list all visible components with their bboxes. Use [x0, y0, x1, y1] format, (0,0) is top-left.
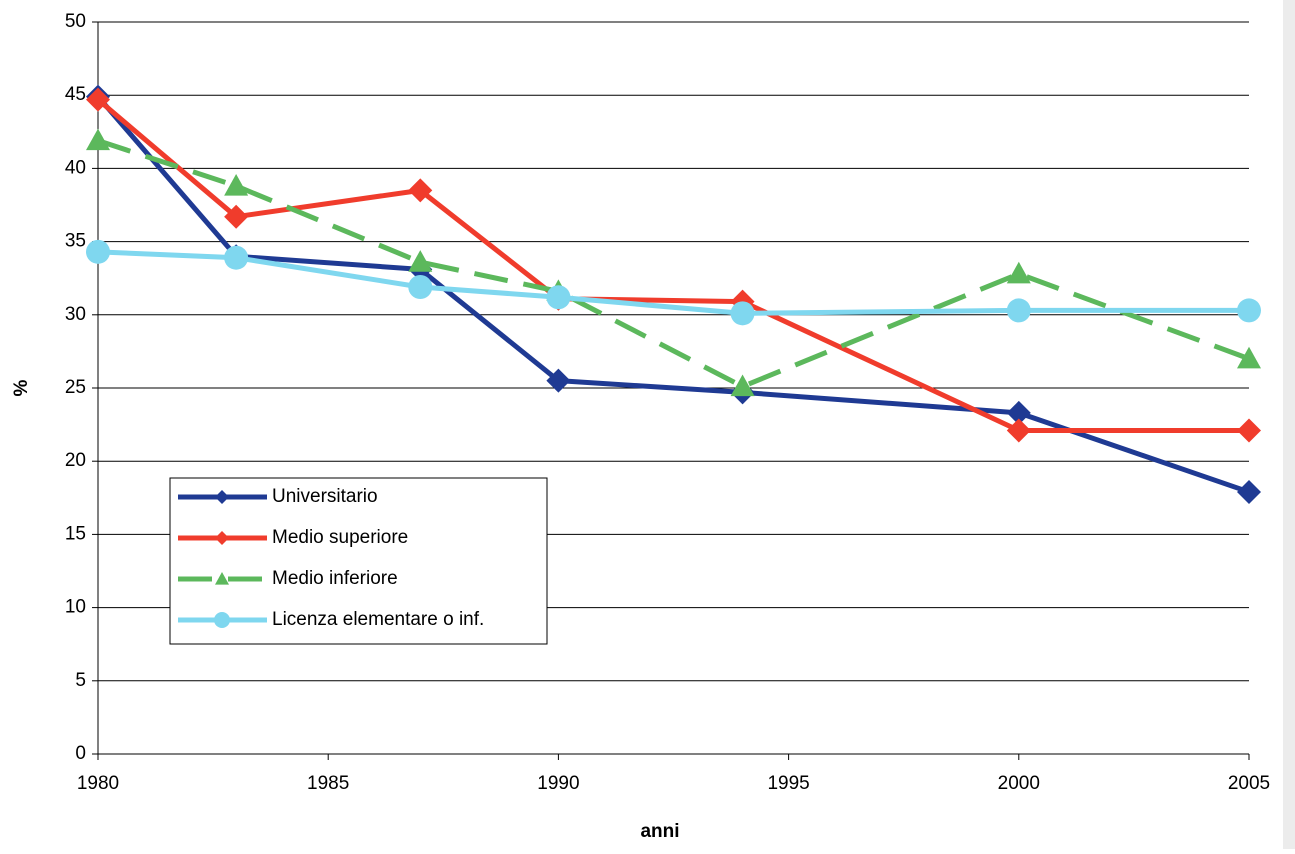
legend-marker [215, 531, 229, 545]
series-line [97, 249, 1249, 316]
data-point [86, 239, 110, 264]
data-point [546, 285, 571, 310]
data-point [1006, 261, 1031, 284]
x-tick-label: 2000 [998, 773, 1040, 794]
data-point [1237, 346, 1261, 369]
y-tick-label: 10 [65, 597, 86, 618]
x-tick-label: 1980 [77, 773, 119, 794]
data-point [1006, 400, 1031, 425]
y-axis-title: % [11, 379, 32, 396]
legend-label: Medio inferiore [272, 568, 398, 589]
y-tick-label: 40 [65, 157, 86, 178]
legend-label: Licenza elementare o inf. [272, 609, 484, 630]
legend-box [169, 477, 548, 645]
legend-label: Medio superiore [272, 527, 408, 548]
x-tick-label: 2005 [1228, 773, 1270, 794]
legend-label: Universitario [272, 486, 378, 507]
side-strip [1283, 0, 1295, 849]
y-tick-label: 30 [65, 304, 86, 325]
data-point [224, 173, 249, 196]
x-tick-label: 1995 [767, 773, 809, 794]
x-tick-label: 1990 [537, 773, 579, 794]
data-point [1006, 418, 1031, 443]
y-tick-label: 15 [65, 523, 86, 544]
y-tick-label: 45 [65, 84, 86, 105]
data-point [408, 178, 433, 203]
y-tick-label: 0 [75, 743, 86, 764]
x-tick-label: 1985 [307, 773, 349, 794]
data-point [730, 301, 755, 326]
data-point [86, 87, 110, 112]
legend-marker [215, 490, 229, 504]
data-point [1237, 418, 1261, 443]
data-point [730, 374, 755, 397]
y-tick-label: 5 [75, 670, 86, 691]
data-point [408, 274, 433, 299]
x-axis-title: anni [640, 821, 679, 842]
data-point [408, 250, 433, 272]
data-point [1006, 298, 1031, 323]
data-point [1237, 298, 1261, 323]
data-point [86, 128, 110, 151]
y-tick-label: 50 [65, 11, 86, 32]
data-point [224, 204, 249, 229]
data-point [1237, 479, 1261, 504]
data-point [224, 245, 249, 270]
legend-marker [214, 612, 230, 628]
y-tick-label: 25 [65, 377, 86, 398]
y-tick-label: 35 [65, 231, 86, 252]
data-point [546, 368, 571, 393]
legend-marker [215, 572, 229, 585]
y-tick-label: 20 [65, 450, 86, 471]
